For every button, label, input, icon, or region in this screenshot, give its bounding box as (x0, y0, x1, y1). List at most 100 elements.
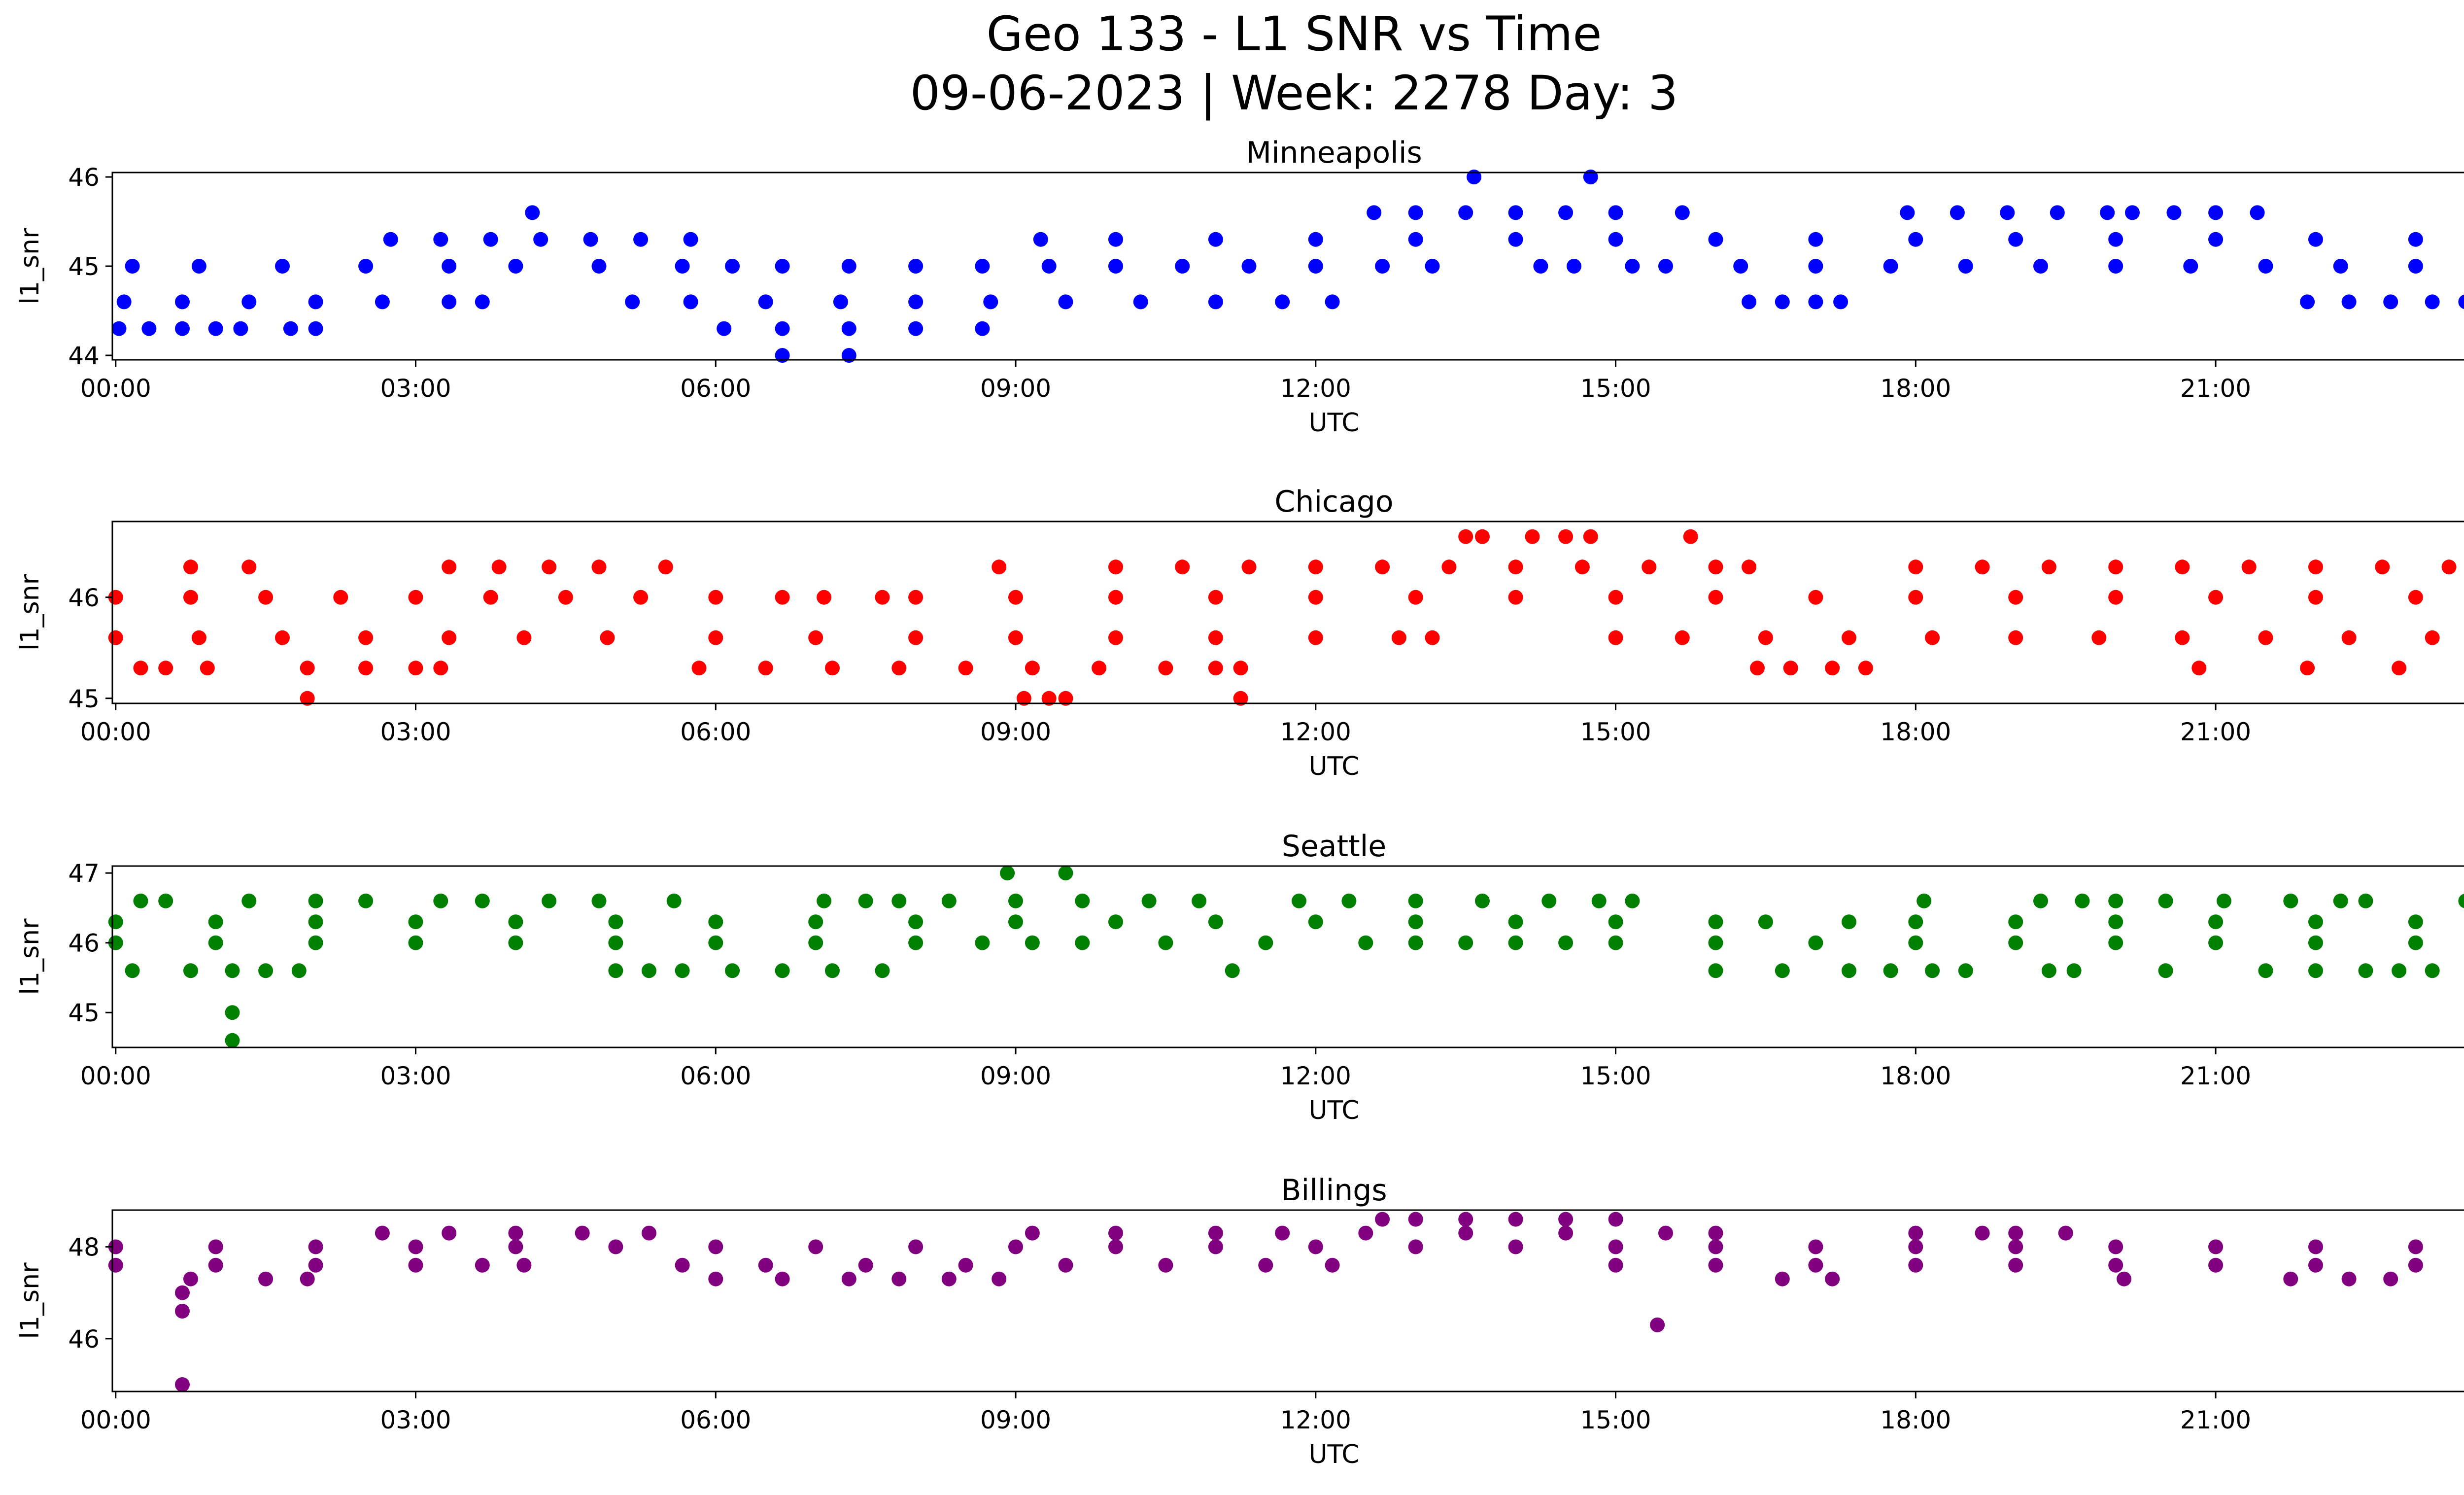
scatter-points (111, 170, 2464, 363)
data-point (1833, 294, 1848, 310)
data-point (1558, 1225, 1574, 1241)
data-point (1308, 559, 1323, 575)
data-point (608, 935, 623, 950)
data-point (591, 559, 607, 575)
data-point (1258, 935, 1273, 950)
data-point (2341, 1271, 2357, 1286)
data-point (825, 661, 840, 676)
data-point (858, 893, 873, 908)
data-point (675, 1257, 690, 1273)
data-point (2383, 294, 2398, 310)
data-point (941, 1271, 957, 1286)
data-point (308, 321, 323, 336)
data-point (1358, 1225, 1373, 1241)
data-point (308, 935, 323, 950)
data-point (1708, 232, 1723, 247)
data-point (1041, 259, 1057, 274)
plot-frame (111, 1209, 2464, 1392)
data-point (1742, 559, 1757, 575)
data-point (141, 321, 157, 336)
data-point (2308, 914, 2323, 930)
subplots: Minneapolis 00:00 03:00 06:00 09:00 12:00 15:0… (15, 136, 2464, 1469)
data-point (1775, 294, 1790, 310)
data-point (1508, 590, 1523, 605)
data-point (1508, 914, 1523, 930)
data-point (2008, 935, 2023, 950)
data-point (2408, 590, 2423, 605)
data-point (275, 259, 290, 274)
data-point (1583, 529, 1598, 544)
data-point (600, 630, 615, 645)
data-point (1008, 893, 1023, 908)
data-point (2425, 630, 2440, 645)
data-point (208, 1239, 223, 1254)
data-point (683, 232, 698, 247)
data-point (1558, 205, 1574, 220)
x-tick-label: 06:00 (680, 1406, 751, 1434)
data-point (442, 630, 457, 645)
data-point (725, 259, 740, 274)
data-point (1908, 1257, 1923, 1273)
data-point (1558, 529, 1574, 544)
data-point (1025, 1225, 1040, 1241)
data-point (1708, 935, 1723, 950)
data-point (1158, 661, 1173, 676)
data-point (1808, 259, 1823, 274)
data-point (1158, 1257, 1173, 1273)
data-point (708, 935, 723, 950)
data-point (2333, 893, 2348, 908)
data-point (975, 935, 990, 950)
data-point (291, 963, 307, 978)
data-point (908, 914, 924, 930)
data-point (1258, 1257, 1273, 1273)
data-point (1808, 232, 1823, 247)
data-point (300, 661, 315, 676)
data-point (1825, 1271, 1840, 1286)
data-point (758, 1257, 773, 1273)
data-point (1758, 914, 1773, 930)
data-point (1275, 1225, 1290, 1241)
data-point (1008, 630, 1023, 645)
data-point (2117, 1271, 2132, 1286)
data-point (508, 935, 523, 950)
data-point (1425, 259, 1440, 274)
data-point (1458, 205, 1473, 220)
data-point (975, 321, 990, 336)
data-point (1058, 1257, 1073, 1273)
data-point (2175, 559, 2190, 575)
data-point (1925, 963, 1940, 978)
data-point (2408, 232, 2423, 247)
data-point (2108, 232, 2123, 247)
data-point (542, 893, 557, 908)
data-point (708, 914, 723, 930)
data-point (1975, 559, 1990, 575)
data-point (1508, 559, 1523, 575)
data-point (2283, 1271, 2298, 1286)
y-axis-label: l1_snr (15, 574, 45, 651)
data-point (1858, 661, 1873, 676)
data-point (1733, 259, 1748, 274)
data-point (1975, 1225, 1990, 1241)
data-point (1341, 893, 1357, 908)
data-point (2075, 893, 2090, 908)
data-point (2425, 963, 2440, 978)
data-point (1458, 1212, 1473, 1227)
data-point (1608, 590, 1623, 605)
data-point (508, 1239, 523, 1254)
data-point (1075, 893, 1090, 908)
data-point (1208, 630, 1223, 645)
data-point (516, 630, 532, 645)
data-point (1008, 590, 1023, 605)
data-point (2158, 963, 2173, 978)
data-point (1158, 935, 1173, 950)
data-point (1008, 914, 1023, 930)
data-point (1391, 630, 1406, 645)
data-point (108, 630, 123, 645)
data-point (2375, 559, 2390, 575)
data-point (1275, 294, 1290, 310)
data-point (2250, 205, 2265, 220)
x-tick-label: 00:00 (80, 374, 151, 403)
data-point (1208, 1225, 1223, 1241)
data-point (475, 893, 490, 908)
data-point (1808, 1257, 1823, 1273)
